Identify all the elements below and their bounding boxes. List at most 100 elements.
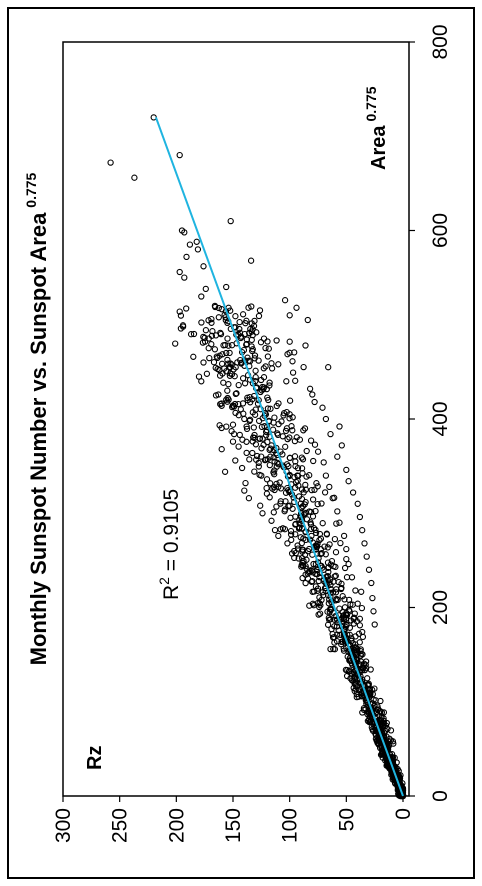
data-point [289, 369, 297, 376]
data-point [281, 506, 289, 513]
data-point [264, 353, 272, 360]
data-point [255, 312, 263, 320]
data-point [356, 615, 364, 622]
data-point [238, 360, 245, 367]
data-point [380, 715, 387, 722]
data-point [190, 330, 198, 338]
data-point [271, 484, 278, 491]
data-point [208, 341, 215, 348]
data-point [371, 685, 378, 692]
data-point [294, 477, 301, 484]
axis-layer: 0 50 100 150 200 250 300 0 200 400 600 800 [52, 24, 452, 843]
data-point [319, 520, 326, 527]
y-tick-label: 200 [165, 808, 188, 843]
data-point [284, 351, 291, 358]
data-point [327, 606, 334, 614]
data-point [345, 478, 352, 485]
data-point [243, 423, 250, 430]
data-point [252, 406, 259, 413]
data-point [350, 684, 357, 692]
data-point [267, 445, 274, 452]
data-point [232, 313, 239, 320]
data-point [244, 396, 251, 404]
data-point [222, 341, 229, 349]
data-point [303, 516, 311, 523]
data-point [248, 303, 255, 310]
data-point [183, 253, 190, 261]
data-point [370, 696, 377, 703]
data-point [367, 689, 374, 697]
data-point [289, 358, 296, 365]
data-point [246, 456, 253, 463]
data-point [172, 340, 179, 347]
data-point [256, 307, 264, 314]
data-point [224, 387, 231, 394]
data-point [205, 335, 212, 342]
data-point [205, 317, 212, 324]
data-point [352, 641, 359, 648]
data-point [265, 396, 272, 404]
data-point [237, 334, 244, 342]
data-point [265, 345, 272, 352]
data-point [332, 563, 339, 571]
data-point [331, 535, 339, 543]
data-point [364, 675, 371, 682]
data-point [335, 627, 342, 634]
data-point [236, 318, 243, 326]
data-point [266, 461, 273, 469]
data-point [302, 481, 309, 489]
data-point [352, 643, 359, 651]
data-point [343, 672, 351, 680]
data-point [251, 434, 258, 442]
data-point [203, 370, 211, 377]
data-point [365, 566, 373, 573]
data-point [279, 451, 286, 458]
data-point [263, 476, 271, 483]
data-point [218, 306, 225, 313]
y-tick-label: 250 [109, 808, 132, 843]
data-point [325, 364, 332, 371]
data-point [329, 495, 336, 502]
data-point [286, 415, 293, 422]
data-point [245, 495, 253, 502]
data-point [343, 466, 350, 474]
x-tick-label: 0 [429, 790, 452, 802]
data-point [340, 532, 348, 540]
data-point [305, 569, 312, 576]
data-point [177, 312, 185, 319]
data-point [309, 513, 317, 520]
data-point [292, 531, 299, 538]
data-point [244, 354, 251, 361]
data-point [263, 484, 270, 492]
data-point [352, 650, 359, 657]
data-point [286, 454, 294, 462]
data-point [310, 457, 317, 465]
data-point [380, 709, 388, 716]
data-point [241, 415, 248, 423]
data-point [215, 314, 222, 321]
data-point [198, 319, 205, 326]
data-point [316, 594, 323, 601]
data-point [271, 526, 279, 534]
data-point [186, 241, 194, 248]
data-point [201, 334, 208, 342]
data-point [319, 404, 326, 411]
data-point [224, 394, 231, 402]
data-point [257, 339, 265, 346]
data-point [307, 437, 315, 444]
data-point [248, 328, 255, 335]
data-point [267, 405, 274, 412]
data-point [300, 427, 307, 434]
data-point [247, 257, 255, 264]
data-point [328, 625, 335, 633]
data-point [286, 434, 293, 441]
data-point [253, 452, 261, 460]
data-point [378, 715, 385, 722]
data-point [228, 342, 236, 349]
data-point [264, 338, 271, 345]
y-tick-label: 50 [335, 808, 358, 831]
data-point [358, 588, 365, 595]
data-point [250, 424, 257, 431]
data-point [286, 411, 293, 418]
data-point [275, 483, 282, 491]
